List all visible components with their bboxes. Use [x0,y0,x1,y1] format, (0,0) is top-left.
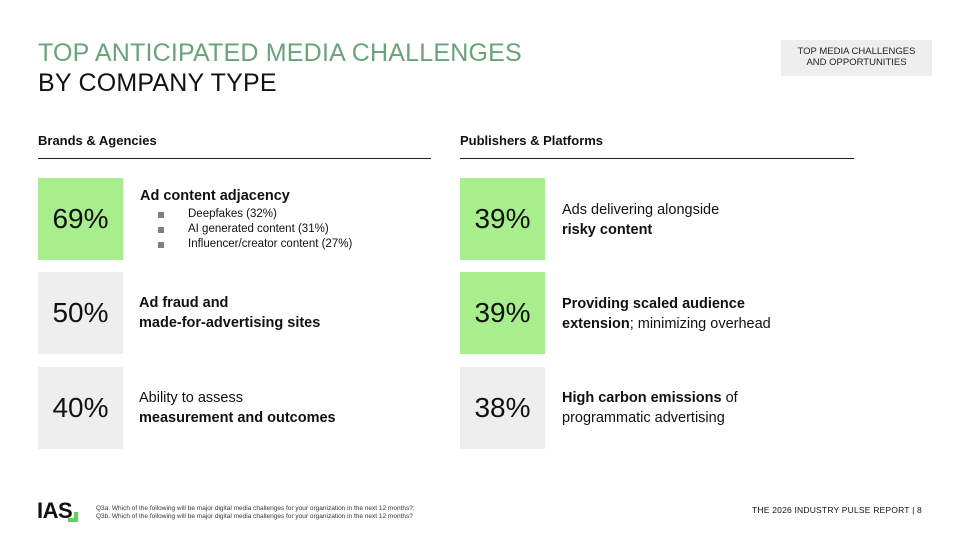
publishers-platforms-heading: Publishers & Platforms [460,133,604,148]
footnote-line-1: Q3a. Which of the following will be majo… [96,505,415,512]
stat-box-ad-content-adjacency: 69% [38,178,123,260]
stat-box-risky-content: 39% [460,178,545,260]
list-item: Influencer/creator content (27%) [140,237,450,252]
sub-challenge-list: Deepfakes (32%) AI generated content (31… [140,207,450,252]
challenge-ad-content-adjacency: Ad content adjacency Deepfakes (32%) AI … [140,186,450,252]
challenge-line-2: measurement and outcomes [139,410,336,426]
report-page-label: THE 2026 INDUSTRY PULSE REPORT | 8 [752,505,922,515]
challenge-audience-extension: Providing scaled audience extension; min… [562,294,872,334]
challenge-line-2: made-for-advertising sites [139,315,321,331]
challenge-ad-fraud: Ad fraud and made-for-advertising sites [139,293,449,333]
right-divider [460,158,854,159]
challenge-line-1: Ability to assess [139,390,243,406]
challenge-title: Ad content adjacency [140,188,290,204]
challenge-line-2-bold: extension [562,316,630,332]
challenge-line-1: Ad fraud and [139,295,229,311]
challenge-risky-content: Ads delivering alongside risky content [562,200,872,240]
challenge-line-1: Ads delivering alongside [562,202,720,218]
ias-logo: IAS [37,498,73,523]
page-title: TOP ANTICIPATED MEDIA CHALLENGES BY COMP… [38,38,522,98]
survey-footnote: Q3a. Which of the following will be majo… [96,505,415,521]
stat-box-audience-extension: 39% [460,272,545,354]
section-tag-line-1: TOP MEDIA CHALLENGES [797,46,916,57]
brands-agencies-heading: Brands & Agencies [38,133,157,148]
section-tag: TOP MEDIA CHALLENGES AND OPPORTUNITIES [781,40,932,76]
section-tag-line-2: AND OPPORTUNITIES [806,57,907,68]
challenge-line-1-bold: High carbon emissions [562,390,722,406]
challenge-measurement: Ability to assess measurement and outcom… [139,388,449,428]
stat-box-carbon-emissions: 38% [460,367,545,449]
challenge-line-2: programmatic advertising [562,410,725,426]
footnote-line-2: Q3b. Which of the following will be majo… [96,513,413,520]
challenge-line-1-rest: of [721,390,738,406]
challenge-line-2: risky content [562,222,653,238]
challenge-line-2-rest: ; minimizing overhead [629,316,771,332]
list-item: AI generated content (31%) [140,222,450,237]
list-item: Deepfakes (32%) [140,207,450,222]
challenge-carbon-emissions: High carbon emissions of programmatic ad… [562,388,872,428]
title-line-1: TOP ANTICIPATED MEDIA CHALLENGES [38,39,522,67]
challenge-line-1: Providing scaled audience [562,296,745,312]
logo-mark-icon [68,512,78,522]
stat-box-measurement: 40% [38,367,123,449]
left-divider [38,158,431,159]
stat-box-ad-fraud: 50% [38,272,123,354]
title-line-2: BY COMPANY TYPE [38,69,277,97]
